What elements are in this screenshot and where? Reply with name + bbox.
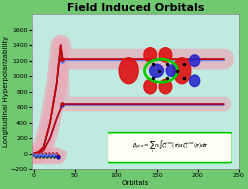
Title: Field Induced Orbitals: Field Induced Orbitals	[67, 3, 204, 13]
Y-axis label: Longitudinal Hyperpolarizability: Longitudinal Hyperpolarizability	[3, 36, 9, 147]
X-axis label: Orbitals: Orbitals	[122, 180, 149, 186]
